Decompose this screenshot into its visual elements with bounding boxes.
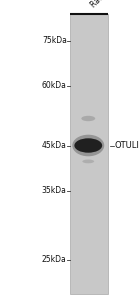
Text: 60kDa: 60kDa [42, 81, 67, 90]
Text: 35kDa: 35kDa [42, 186, 67, 195]
Text: OTULIN: OTULIN [115, 141, 139, 150]
Text: 75kDa: 75kDa [42, 36, 67, 45]
Bar [70, 14, 108, 294]
Text: 45kDa: 45kDa [42, 141, 67, 150]
Ellipse shape [82, 160, 94, 163]
Text: 25kDa: 25kDa [42, 255, 67, 264]
Ellipse shape [81, 116, 95, 121]
Text: Rat liver: Rat liver [89, 0, 118, 9]
Ellipse shape [72, 135, 104, 156]
Ellipse shape [74, 138, 102, 153]
